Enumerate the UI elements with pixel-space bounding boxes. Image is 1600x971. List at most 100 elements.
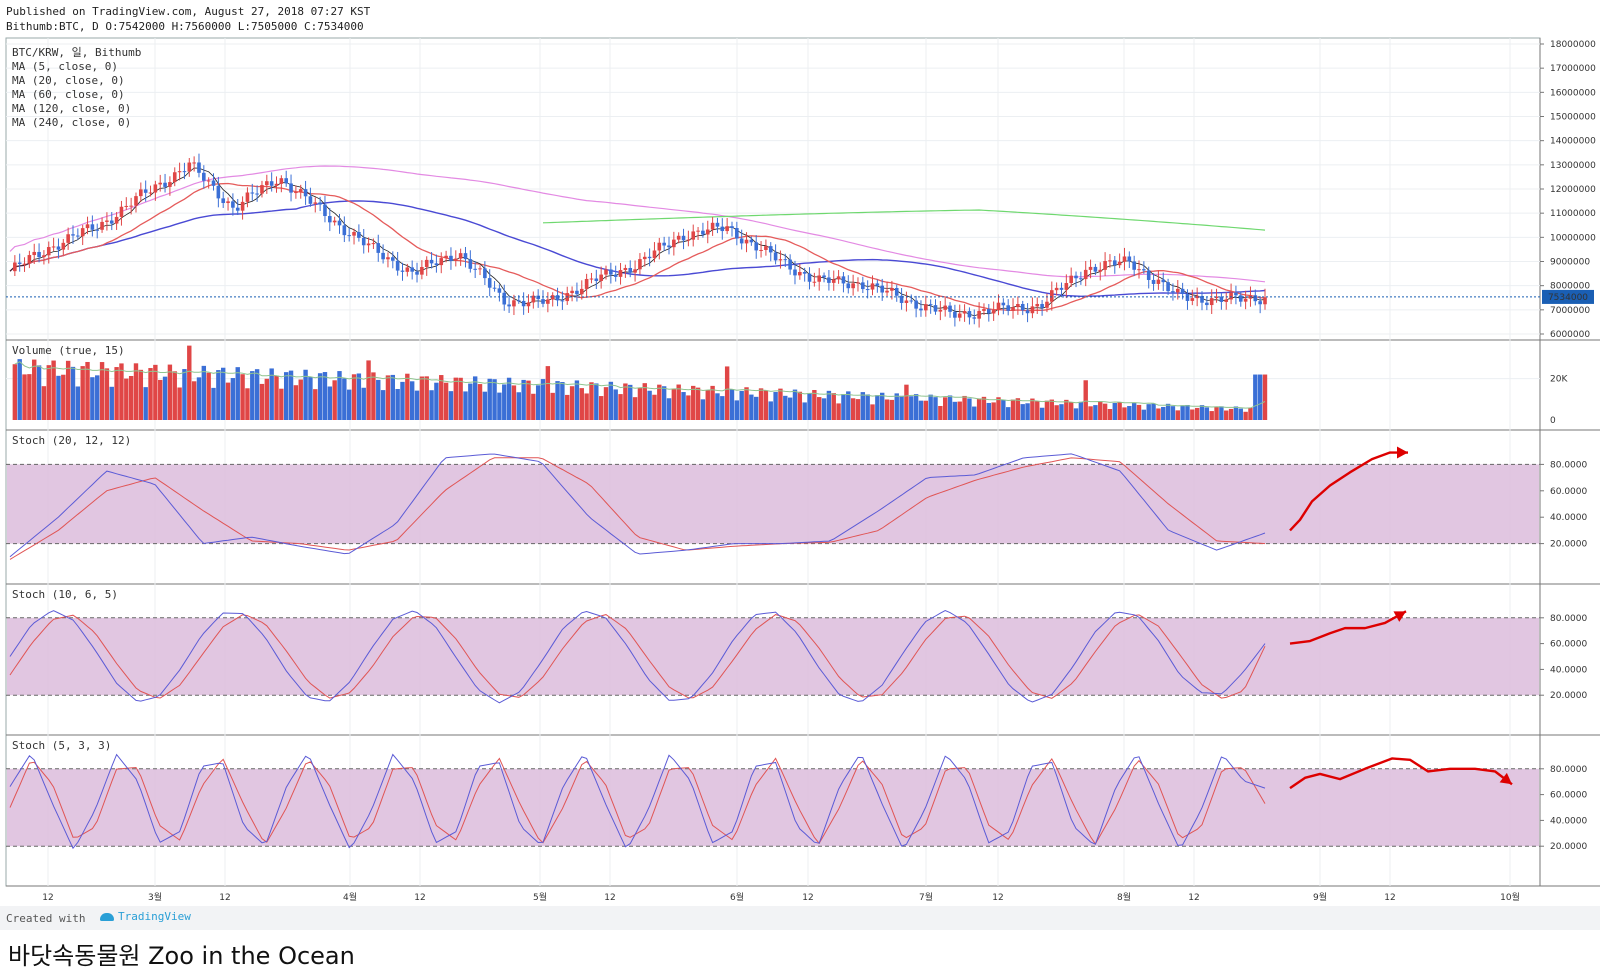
candle-body <box>633 269 637 273</box>
candle-body <box>1112 260 1117 266</box>
candle-body <box>80 228 85 237</box>
volume-bar <box>1248 407 1253 420</box>
candle-body <box>512 300 516 307</box>
volume-bar <box>565 394 570 420</box>
candle-body <box>1020 304 1025 311</box>
volume-bar <box>671 389 677 420</box>
volume-bar <box>36 365 42 420</box>
candle-body <box>914 300 918 309</box>
candle-body <box>778 259 783 261</box>
y-tick-label: 14000000 <box>1550 137 1596 147</box>
candle-body <box>618 270 623 277</box>
volume-bar <box>492 379 497 420</box>
candle-body <box>410 267 414 272</box>
volume-bar <box>361 387 366 420</box>
volume-bar <box>90 377 95 420</box>
projection-arrowhead <box>1393 611 1406 622</box>
candle-body <box>875 283 880 286</box>
candle-body <box>904 300 909 303</box>
volume-bar <box>942 397 948 420</box>
volume-bar <box>1093 405 1098 420</box>
projection-arrowhead <box>1397 446 1408 459</box>
candle-body <box>870 283 875 290</box>
y-tick-label: 15000000 <box>1550 113 1596 123</box>
volume-bar <box>99 362 105 420</box>
volume-bar <box>1068 402 1074 420</box>
ma20-line <box>9 182 1266 312</box>
volume-bar <box>342 378 347 420</box>
candle-body <box>216 185 221 199</box>
candle-body <box>894 288 899 296</box>
stoch-d-line <box>9 614 1266 699</box>
candle-body <box>231 201 235 208</box>
volume-bar <box>1170 406 1176 420</box>
candle-body <box>1083 269 1088 280</box>
candle-body <box>827 277 831 283</box>
candle-body <box>1025 310 1030 314</box>
tradingview-link[interactable]: TradingView <box>100 910 191 923</box>
chart-area[interactable]: 12 3월 12 4월 12 5월 12 6월 12 7월 12 8월 12 9월 12 10월 1800000… <box>0 0 1600 906</box>
y-tick-label: 7000000 <box>1550 306 1590 316</box>
candle-body <box>390 257 395 261</box>
caption: 바닷속동물원 Zoo in the Ocean <box>8 942 355 970</box>
y-tick-label: 9000000 <box>1550 258 1590 268</box>
candle-body <box>555 295 560 301</box>
candle-body <box>817 275 822 282</box>
candle-body <box>235 207 240 211</box>
volume-bar <box>739 391 744 420</box>
candle-body <box>318 202 322 205</box>
volume-bar <box>1180 405 1185 420</box>
candle-body <box>1122 256 1127 262</box>
volume-bar <box>700 399 706 420</box>
volume-bar <box>972 406 977 420</box>
volume-bar <box>899 395 904 420</box>
stoch-title: Stoch (10, 6, 5) <box>12 588 118 601</box>
candle-body <box>1180 288 1185 294</box>
volume-bar <box>754 396 759 420</box>
volume-bar <box>695 387 701 420</box>
volume-bar <box>405 373 410 420</box>
candle-body <box>206 180 211 182</box>
candle-body <box>628 267 633 273</box>
volume-bar <box>1238 408 1243 420</box>
x-tick-label: 12 <box>604 893 615 903</box>
candle-body <box>938 309 943 312</box>
volume-bar <box>109 386 114 420</box>
candle-body <box>22 263 27 265</box>
x-tick-label: 12 <box>992 893 1003 903</box>
candle-body <box>90 224 95 230</box>
candle-body <box>924 304 928 311</box>
candle-body <box>919 308 923 311</box>
volume-bar <box>1131 402 1137 420</box>
candle-body <box>148 192 153 194</box>
candle-body <box>890 288 894 291</box>
candle-body <box>948 305 952 312</box>
candle-body <box>710 222 715 230</box>
volume-bar <box>1039 407 1045 420</box>
volume-bar <box>710 385 715 420</box>
candle-body <box>667 245 671 248</box>
candle-body <box>977 310 981 319</box>
volume-ma-line <box>14 361 1266 409</box>
candle-body <box>240 201 245 211</box>
volume-bar <box>521 379 526 420</box>
candle-body <box>71 234 75 236</box>
volume-bar <box>327 386 333 420</box>
candle-body <box>51 246 56 248</box>
volume-bar <box>395 388 400 420</box>
volume-bar <box>463 391 468 420</box>
candle-body <box>880 285 885 293</box>
volume-bar <box>1098 401 1103 420</box>
y-tick-label: 16000000 <box>1550 88 1596 98</box>
volume-bar <box>676 384 681 420</box>
candle-body <box>953 311 957 318</box>
candle-body <box>347 235 351 237</box>
candle-body <box>807 273 812 282</box>
volume-bar <box>346 389 352 420</box>
volume-bar <box>337 371 342 420</box>
candle-body <box>584 278 589 289</box>
candle-body <box>32 251 37 256</box>
x-tick-label: 7월 <box>919 891 933 903</box>
stoch-k-line <box>9 753 1266 850</box>
candle-body <box>1195 295 1199 299</box>
